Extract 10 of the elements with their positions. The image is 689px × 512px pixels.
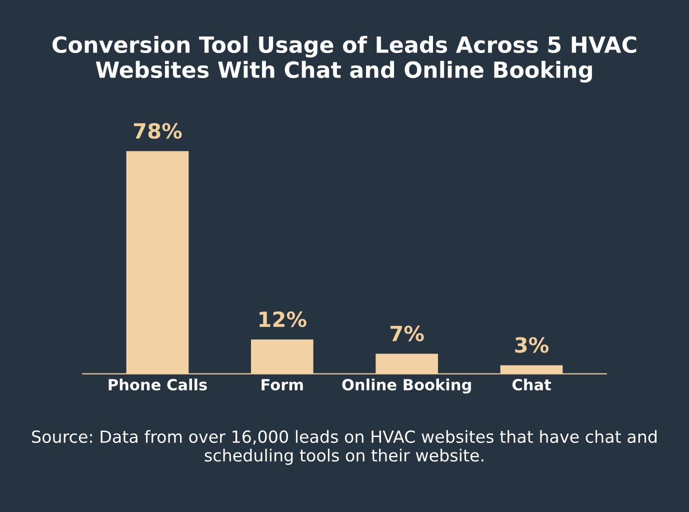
chart-title: Conversion Tool Usage of Leads Across 5 HVAC Websites With Chat and Online Booking: [52, 36, 636, 83]
data-label: 3%: [515, 337, 549, 353]
source-note: Source: Data from over 16,000 leads on HVAC websites that have chat and scheduling tools on their website.: [32, 430, 657, 465]
data-label: 78%: [134, 123, 182, 139]
x-tick-label: Online Booking: [342, 378, 471, 394]
data-label: 7%: [390, 326, 424, 342]
x-tick-label: Form: [262, 379, 303, 390]
x-tick-label: Chat: [512, 378, 552, 390]
data-label: 12%: [260, 311, 306, 328]
x-tick-label: Phone Calls: [108, 378, 207, 390]
